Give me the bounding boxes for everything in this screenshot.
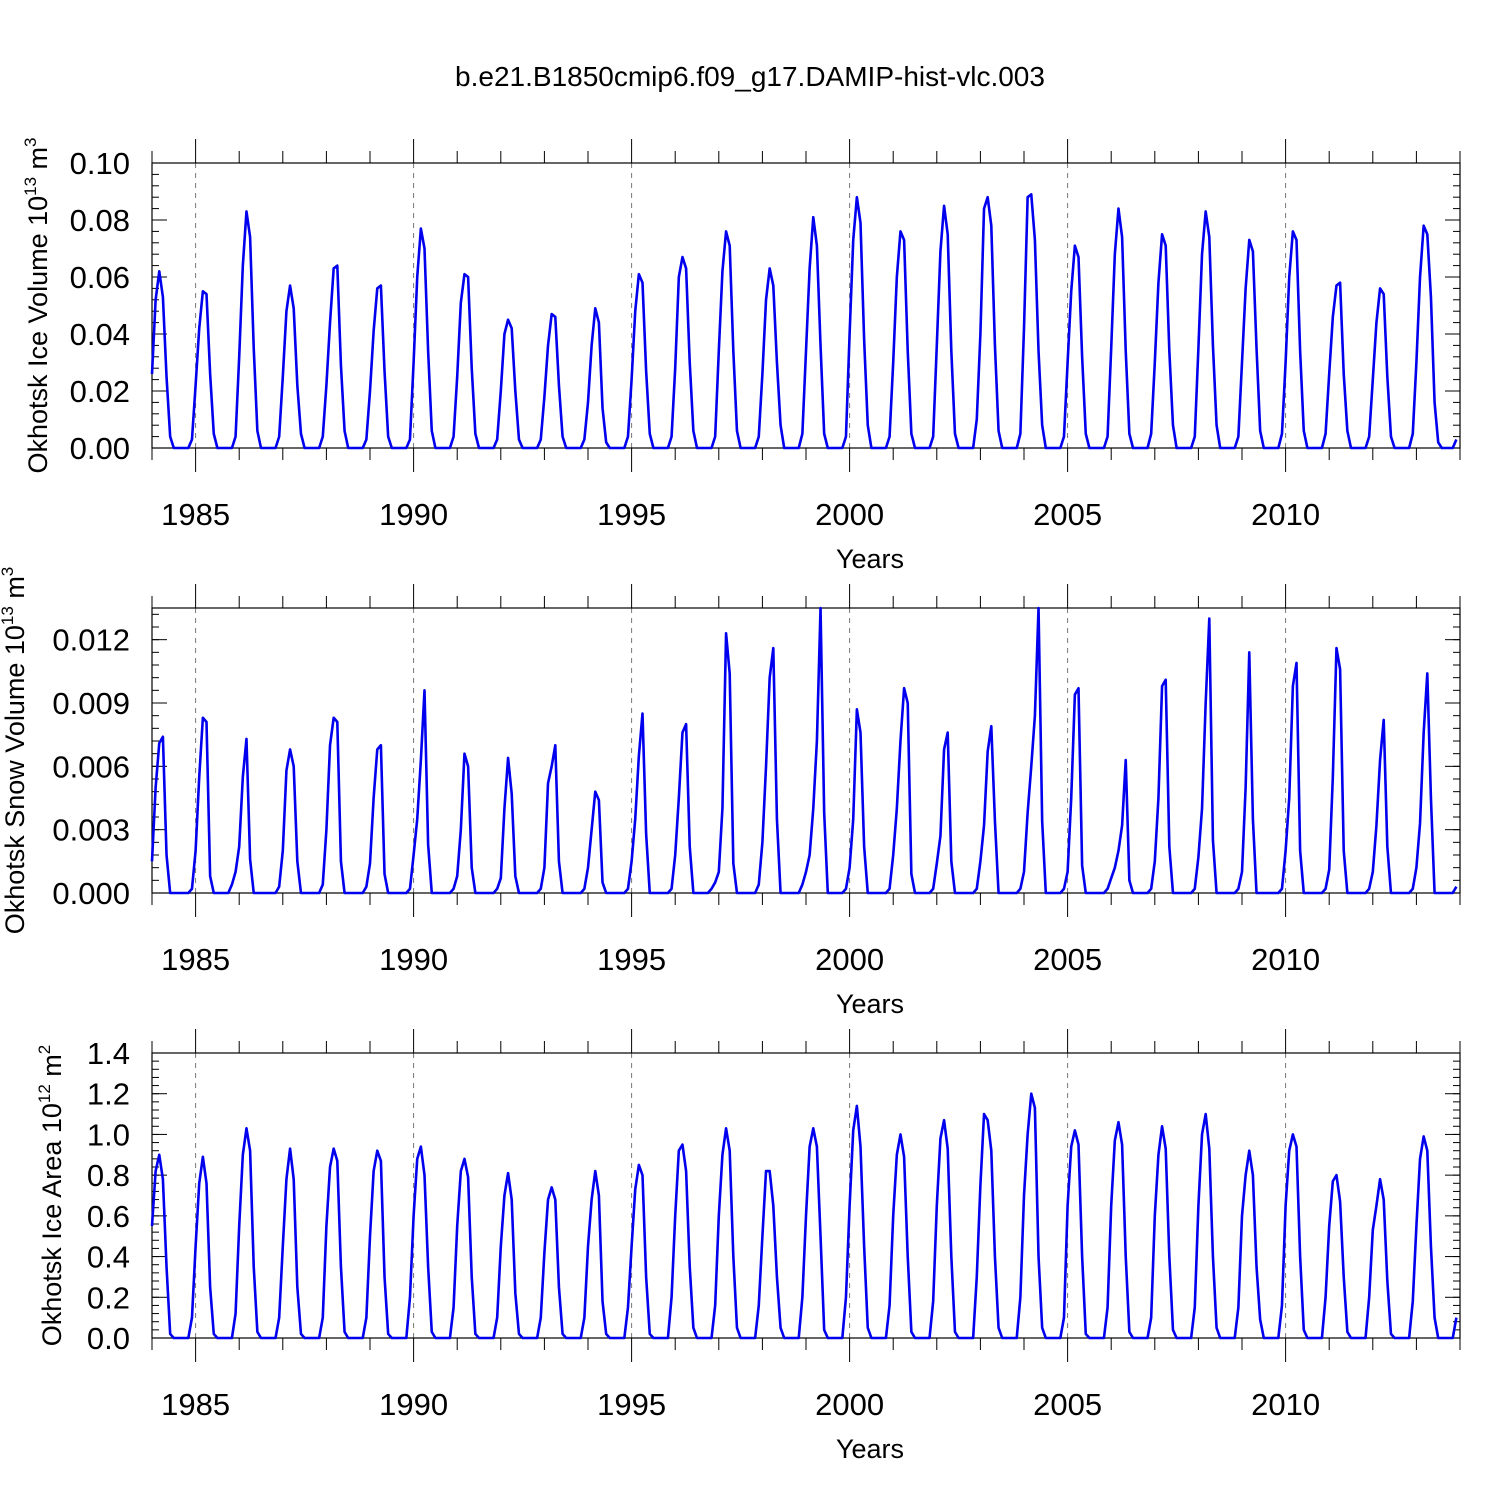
chart-title: b.e21.B1850cmip6.f09_g17.DAMIP-hist-vlc.… (455, 61, 1045, 92)
y-axis-title-unit: m (37, 1054, 67, 1084)
x-tick-label: 1995 (597, 497, 666, 532)
x-axis-title: Years (836, 1434, 904, 1464)
x-tick-label: 1995 (597, 1387, 666, 1422)
y-axis-title: Okhotsk Ice Area 1012 m2 (35, 1045, 67, 1347)
y-tick-label: 0.4 (87, 1240, 130, 1275)
y-tick-label: 0.00 (70, 431, 130, 466)
x-tick-label: 1990 (379, 497, 448, 532)
x-tick-label: 2010 (1251, 1387, 1320, 1422)
y-tick-label: 0.012 (52, 623, 130, 658)
x-axis-title: Years (836, 544, 904, 574)
x-tick-label: 2010 (1251, 497, 1320, 532)
series-line-0 (150, 1092, 1458, 1340)
y-tick-label: 0.6 (87, 1199, 130, 1234)
x-tick-label: 2000 (815, 497, 884, 532)
y-axis-title-exponent: 13 (21, 177, 40, 196)
x-tick-label: 2005 (1033, 497, 1102, 532)
series-line-0 (150, 606, 1458, 895)
plot-frame (151, 1052, 1461, 1339)
y-axis-title-unit: m (23, 147, 53, 177)
panel-snow-volume: 0.000 0.003 0.006 0.009 0.012 1985 1990 1995 200… (0, 567, 1461, 1019)
y-axis-title-text: Okhotsk Snow Volume 10 (0, 625, 30, 934)
y-tick-label: 0.2 (87, 1280, 130, 1315)
plot-frame (151, 162, 1461, 449)
y-axis-title-text: Okhotsk Ice Area 10 (37, 1103, 67, 1346)
x-axis-title: Years (836, 989, 904, 1019)
x-tick-label: 2005 (1033, 942, 1102, 977)
x-tick-label: 2010 (1251, 942, 1320, 977)
y-tick-label: 1.2 (87, 1077, 130, 1112)
plot-frame (151, 607, 1461, 894)
y-tick-label: 0.006 (52, 749, 130, 784)
panel-ice-area: 0.0 0.2 0.4 0.6 0.8 1.0 1.2 1.4 1985 1990 1995 2000… (35, 1029, 1461, 1464)
x-tick-label: 2005 (1033, 1387, 1102, 1422)
y-axis-title-exponent: 13 (0, 606, 17, 625)
y-tick-label: 0.08 (70, 203, 130, 238)
x-tick-label: 1985 (161, 1387, 230, 1422)
y-axis-title: Okhotsk Ice Volume 1013 m3 (21, 137, 53, 473)
x-tick-label: 1995 (597, 942, 666, 977)
x-tick-label: 2000 (815, 1387, 884, 1422)
x-tick-label: 1990 (379, 942, 448, 977)
y-tick-label: 0.009 (52, 686, 130, 721)
y-tick-label: 0.8 (87, 1158, 130, 1193)
y-tick-label: 0.0 (87, 1321, 130, 1356)
y-tick-label: 0.000 (52, 876, 130, 911)
y-tick-label: 1.4 (87, 1036, 130, 1071)
x-tick-label: 2000 (815, 942, 884, 977)
series-line-0 (150, 193, 1458, 450)
y-tick-label: 0.02 (70, 374, 130, 409)
y-tick-label: 0.06 (70, 260, 130, 295)
y-axis-title-unit: m (0, 576, 30, 606)
y-axis-title-unit-exponent: 2 (35, 1045, 54, 1054)
x-tick-label: 1990 (379, 1387, 448, 1422)
y-tick-label: 1.0 (87, 1117, 130, 1152)
panel-ice-volume: 0.00 0.02 0.04 0.06 0.08 0.10 1985 1990 1995 2000… (21, 137, 1461, 574)
y-axis-title-unit-exponent: 3 (0, 567, 17, 576)
y-axis-title-exponent: 12 (35, 1084, 54, 1103)
y-tick-label: 0.04 (70, 317, 130, 352)
x-tick-label: 1985 (161, 497, 230, 532)
y-tick-label: 0.10 (70, 146, 130, 181)
y-axis-title: Okhotsk Snow Volume 1013 m3 (0, 567, 30, 935)
y-tick-label: 0.003 (52, 813, 130, 848)
y-axis-title-text: Okhotsk Ice Volume 10 (23, 196, 53, 474)
x-tick-label: 1985 (161, 942, 230, 977)
y-axis-title-unit-exponent: 3 (21, 137, 40, 146)
